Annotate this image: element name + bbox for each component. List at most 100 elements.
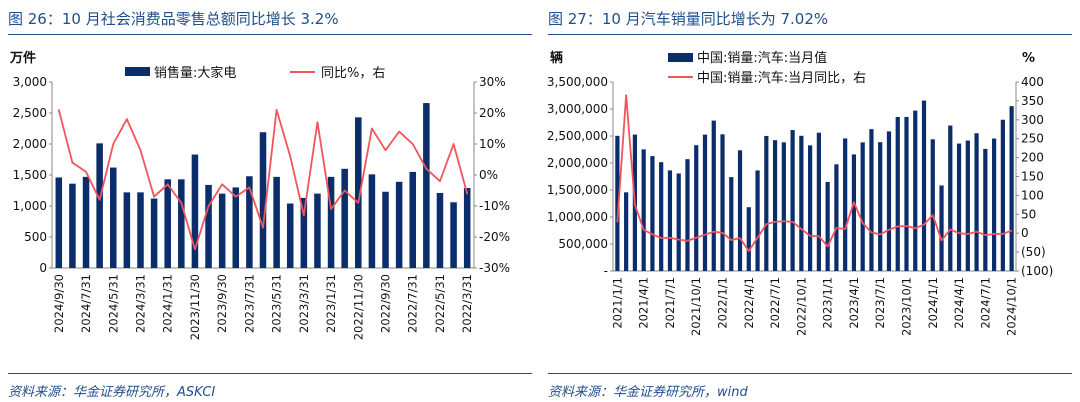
bar [790,130,795,271]
line-point [275,109,278,111]
right-tick-label: 50 [1021,207,1036,221]
bar [423,103,430,268]
bar [939,185,944,271]
x-tick-label: 2023/1/1 [821,277,835,329]
left-tick-label: 2,000,000 [547,156,608,170]
left-tick-label: 500 [24,230,47,244]
bar [69,183,76,268]
bar [355,117,362,268]
bar [205,184,212,268]
line-point [303,214,305,217]
x-tick-label: 2022/10/1 [794,277,808,336]
left-tick-label: 2,500,000 [547,129,608,143]
line-point [71,161,74,164]
right-tick-label: (50) [1021,245,1046,259]
bar [463,188,471,268]
bar [395,181,403,268]
bar [799,135,804,271]
figure-27-title-rule [548,34,1072,35]
bar [164,179,171,268]
bar [851,154,857,271]
right-tick-label: 100 [1021,188,1044,202]
bar [286,203,294,268]
x-tick-label: 2024/7/31 [79,274,93,333]
line-point [221,183,223,186]
bar [191,154,199,268]
bar [55,177,63,268]
line-point [180,202,183,204]
bar [965,140,970,271]
x-tick-label: 2024/9/30 [52,274,66,333]
legend-line-label: 同比%，右 [321,66,385,81]
bar [327,176,335,268]
x-tick-label: 2024/5/31 [106,274,120,333]
bar [983,148,988,271]
appliance-sales-chart: 万件 销售量:大家电 同比%，右 0 500 1,000 1,500 2,000 2,50… [9,50,510,340]
bar [409,171,416,268]
bar [843,138,848,271]
line-point [967,233,969,235]
line-point [616,221,619,223]
left-axis-unit-label: 辆 [550,50,563,66]
line-point [207,205,210,207]
bar [82,176,90,268]
line-point [330,208,332,210]
bar [641,149,646,271]
bar [685,159,690,271]
x-tick-label: 2023/3/31 [297,274,311,333]
right-tick-label: 30% [479,75,506,89]
line-point [765,223,768,225]
legend-line-label: 中国:销量:汽车:当月同比，右 [697,70,866,86]
left-tick-label: 3,000,000 [547,102,608,116]
right-tick-label: -20% [479,230,510,244]
x-tick-label: 2023/7/1 [873,277,887,329]
line-point [730,239,733,241]
bar [178,179,185,268]
x-tick-label: 2022/3/31 [460,274,474,333]
bar [808,145,813,271]
bar [314,193,321,268]
bar [930,139,935,271]
line-point [316,121,319,124]
bar [218,193,226,268]
x-tick-label: 2021/4/1 [637,277,651,329]
bar [913,110,918,272]
line-point [756,236,759,239]
legend-bar-label: 销售量:大家电 [154,65,236,81]
line-point [625,94,627,97]
right-tick-label: 200 [1021,151,1044,165]
figure-27-source: 资料来源：华金证券研究所，wind [548,385,748,400]
line-point [343,189,346,192]
line-point [896,225,899,228]
right-tick-label: 0 [1021,226,1029,240]
line-point [357,202,360,204]
bar [860,142,865,271]
line-point [800,228,803,230]
line-point [166,183,169,186]
line-point [126,118,128,120]
line-point [949,228,952,231]
line-point [888,229,890,231]
line-point [853,201,855,203]
bar [436,192,444,268]
bar [615,135,620,271]
line-point [905,225,908,227]
legend-bar-label: 中国:销量:汽车:当月值 [697,50,827,66]
line-point [234,195,237,198]
bar [974,133,979,271]
right-tick-label: 400 [1021,75,1044,89]
line-point [870,231,873,234]
x-tick-label: 2024/10/1 [1005,277,1019,336]
bar [341,168,348,268]
x-tick-label: 2022/11/30 [351,274,365,340]
x-tick-label: 2021/10/1 [689,277,703,336]
x-tick-label: 2023/7/31 [242,274,256,333]
x-tick-label: 2022/9/30 [379,274,393,333]
x-tick-label: 2024/1/31 [161,274,175,333]
line-point [984,234,987,236]
line-point [826,245,829,248]
line-point [194,248,196,251]
x-tick-label: 2022/4/1 [742,277,756,329]
line-point [975,230,978,233]
line-point [262,226,264,229]
